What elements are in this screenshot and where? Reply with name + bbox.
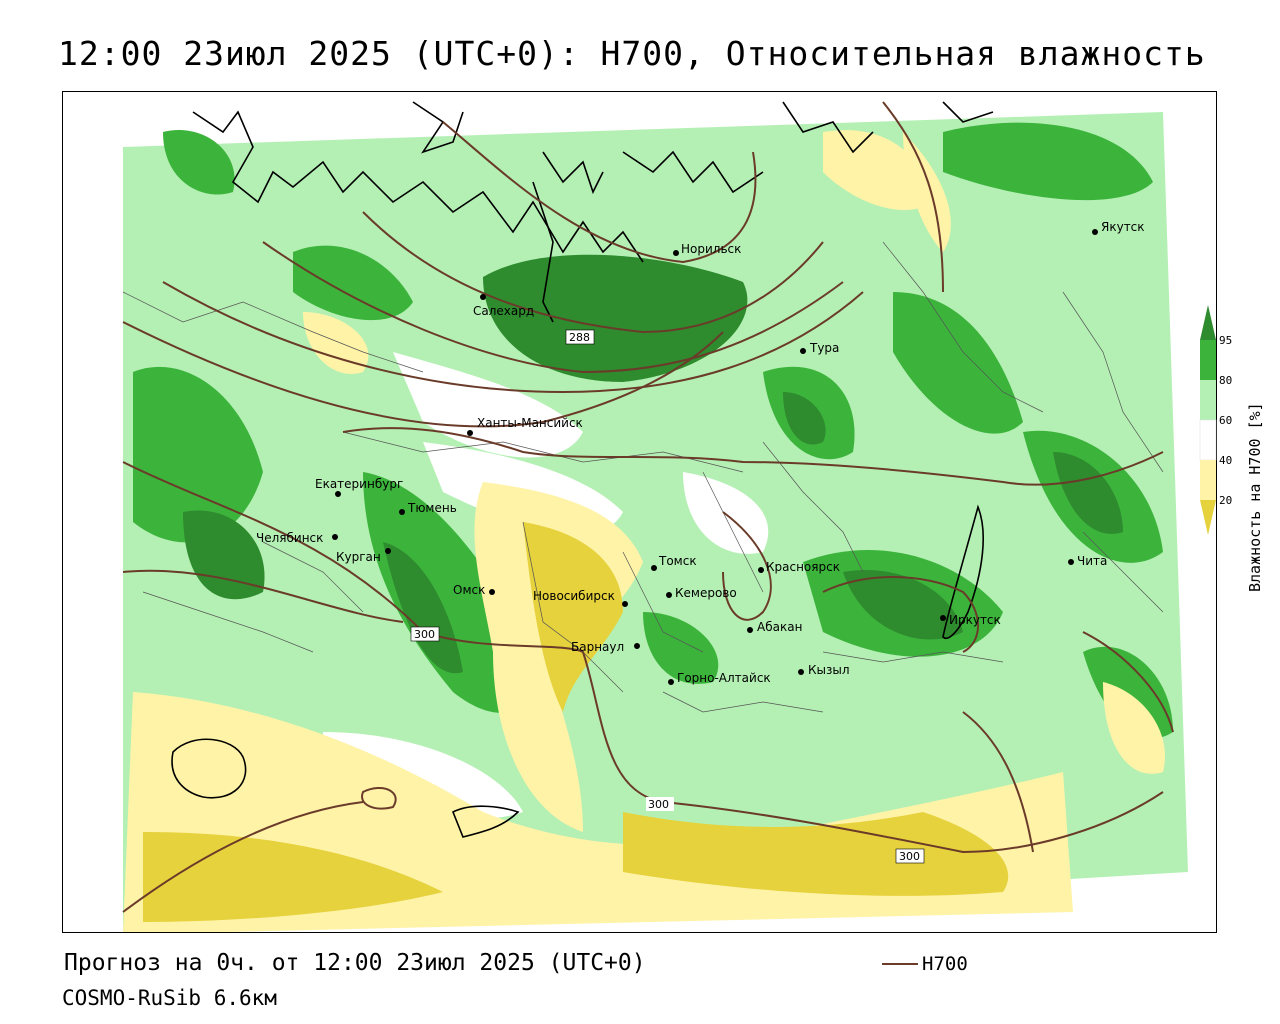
humidity-colorbar: 95 80 60 40 20 <box>1199 305 1232 535</box>
city-tomsk: Томск <box>651 554 697 571</box>
colorbar-band-60-80 <box>1200 380 1216 420</box>
h700-line-swatch <box>882 963 918 965</box>
city-novosibirsk: Новосибирск <box>533 589 628 607</box>
svg-text:Ханты-Мансийск: Ханты-Мансийск <box>477 416 583 430</box>
svg-text:Екатеринбург: Екатеринбург <box>315 477 403 491</box>
colorbar-tick-95: 95 <box>1219 334 1232 347</box>
city-omsk: Омск <box>453 583 495 597</box>
colorbar-band-20-40 <box>1200 460 1216 500</box>
colorbar-bottom-arrow <box>1200 500 1216 535</box>
svg-text:Новосибирск: Новосибирск <box>533 589 615 603</box>
city-tura: Тура <box>800 341 839 355</box>
svg-text:Салехард: Салехард <box>473 304 534 318</box>
humidity-low-areas <box>123 130 1165 932</box>
svg-text:Тюмень: Тюмень <box>407 501 457 515</box>
isoline-label-300-b: 300 <box>646 797 674 811</box>
map-title: 12:00 23июл 2025 (UTC+0): H700, Относите… <box>58 34 1206 73</box>
h700-isolines <box>122 101 1174 913</box>
colorbar-band-80-95 <box>1200 340 1216 380</box>
city-abakan: Абакан <box>747 620 802 634</box>
svg-text:Красноярск: Красноярск <box>766 560 840 574</box>
city-gorno-altaysk: Горно-Алтайск <box>668 671 771 685</box>
city-chelyabinsk: Челябинск <box>256 531 338 545</box>
city-khanty-mansiysk: Ханты-Мансийск <box>467 416 583 436</box>
model-name: COSMO-RuSib 6.6км <box>62 986 277 1010</box>
humidity-map: 288 300 300 300 Якутск Норильск Салехард… <box>63 92 1216 932</box>
colorbar-tick-80: 80 <box>1219 374 1232 387</box>
region-borders <box>122 241 1164 713</box>
svg-text:300: 300 <box>899 850 920 863</box>
svg-text:Омск: Омск <box>453 583 485 597</box>
h700-legend: H700 <box>882 953 968 975</box>
svg-text:300: 300 <box>648 798 669 811</box>
svg-text:Тура: Тура <box>809 341 839 355</box>
city-norilsk: Норильск <box>673 242 741 256</box>
city-irkutsk: Иркутск <box>940 613 1001 627</box>
svg-text:Иркутск: Иркутск <box>949 613 1001 627</box>
svg-text:Курган: Курган <box>336 550 381 564</box>
colorbar-tick-60: 60 <box>1219 414 1232 427</box>
svg-text:Кемерово: Кемерово <box>675 586 737 600</box>
svg-text:300: 300 <box>414 628 435 641</box>
colorbar-tick-20: 20 <box>1219 494 1232 507</box>
humidity-high-areas <box>133 122 1173 739</box>
city-ekaterinburg: Екатеринбург <box>315 477 403 497</box>
city-tyumen: Тюмень <box>399 501 457 515</box>
svg-text:Челябинск: Челябинск <box>256 531 323 545</box>
svg-text:Абакан: Абакан <box>757 620 802 634</box>
svg-text:Норильск: Норильск <box>681 242 741 256</box>
city-salekhard: Салехард <box>473 294 534 318</box>
svg-text:Горно-Алтайск: Горно-Алтайск <box>677 671 771 685</box>
isoline-label-300-c: 300 <box>895 848 925 864</box>
colorbar-band-40-60 <box>1199 419 1217 461</box>
h700-legend-label: H700 <box>922 953 968 975</box>
svg-text:Чита: Чита <box>1077 554 1107 568</box>
forecast-info: Прогноз на 0ч. от 12:00 23июл 2025 (UTC+… <box>64 950 646 976</box>
city-kurgan: Курган <box>336 548 391 564</box>
isoline-label-300-a: 300 <box>410 626 440 642</box>
isoline-labels: 288 300 300 300 <box>410 329 925 864</box>
city-kemerovo: Кемерово <box>666 586 737 600</box>
cities: Якутск Норильск Салехард Тура Ханты-Манс… <box>256 220 1145 685</box>
isoline-label-288: 288 <box>565 329 595 345</box>
city-chita: Чита <box>1068 554 1107 568</box>
city-krasnoyarsk: Красноярск <box>758 560 840 574</box>
svg-text:Барнаул: Барнаул <box>571 640 624 654</box>
city-kyzyl: Кызыл <box>798 663 850 677</box>
svg-text:Кызыл: Кызыл <box>808 663 850 677</box>
city-barnaul: Барнаул <box>571 640 640 654</box>
colorbar-top-arrow <box>1200 305 1216 340</box>
svg-text:Якутск: Якутск <box>1101 220 1145 234</box>
city-yakutsk: Якутск <box>1092 220 1145 235</box>
svg-text:288: 288 <box>569 331 590 344</box>
svg-text:Томск: Томск <box>658 554 697 568</box>
colorbar-title: Влажность на H700 [%] <box>1246 402 1264 592</box>
coastlines <box>171 101 994 838</box>
colorbar-tick-40: 40 <box>1219 454 1232 467</box>
map-frame: 288 300 300 300 Якутск Норильск Салехард… <box>62 91 1217 933</box>
